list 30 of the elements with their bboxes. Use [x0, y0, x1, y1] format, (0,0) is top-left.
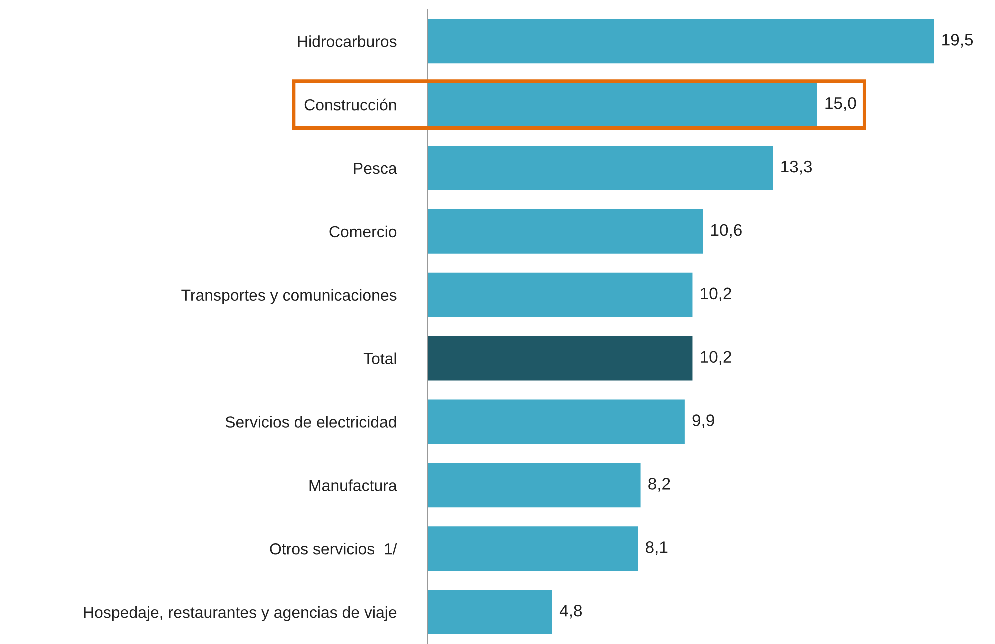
y-tick-label: Transportes y comunicaciones: [182, 289, 397, 304]
data-label: 13,3: [782, 160, 812, 175]
y-tick-label: Hospedaje, restaurantes y agencias de viaje: [84, 606, 397, 622]
data-label: 8,2: [648, 478, 670, 492]
bar: [428, 82, 818, 128]
bar: [428, 19, 934, 64]
data-label: 10,6: [711, 224, 742, 238]
bar: [428, 463, 641, 508]
bar: [428, 272, 693, 318]
data-label: 10,2: [701, 351, 732, 365]
bar: [428, 209, 704, 254]
data-label: 9,9: [692, 414, 714, 428]
data-label: 15,0: [826, 97, 856, 112]
y-tick-label: Construcción: [304, 98, 396, 111]
y-tick-label: Otros servicios 1/: [270, 543, 398, 555]
bar: [428, 400, 685, 444]
data-label: 4,8: [560, 604, 582, 619]
y-tick-label: Servicios de electricidad: [226, 416, 396, 428]
data-label: 10,2: [701, 288, 732, 302]
bar: [428, 146, 774, 190]
bar: [428, 590, 552, 634]
bar: [428, 336, 693, 381]
bar: [428, 526, 638, 572]
y-tick-label: Pesca: [354, 163, 398, 174]
data-label: 19,5: [942, 34, 974, 48]
data-label: 8,1: [646, 542, 668, 556]
y-tick-label: Manufactura: [310, 480, 398, 492]
y-tick-label: Total: [364, 352, 396, 364]
y-tick-label: Comercio: [330, 226, 397, 238]
y-tick-label: Hidrocarburos: [298, 36, 397, 48]
